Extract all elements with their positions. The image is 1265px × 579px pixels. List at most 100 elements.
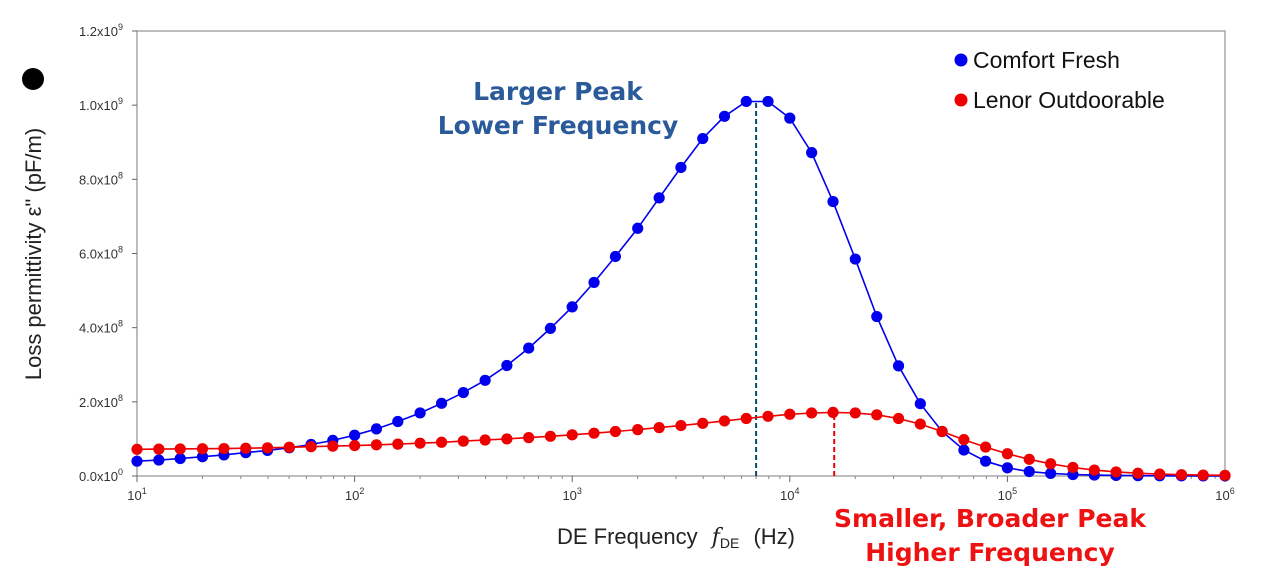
data-point: [392, 438, 404, 450]
x-axis-subscript: DE: [720, 535, 739, 551]
legend-marker: [954, 93, 968, 107]
peak-markers: [755, 101, 836, 476]
data-point: [523, 342, 535, 354]
data-point: [457, 435, 469, 447]
data-point: [414, 437, 426, 449]
data-point: [1045, 458, 1057, 470]
data-point: [523, 432, 535, 444]
data-point: [914, 418, 926, 430]
data-point: [806, 147, 818, 159]
data-series: [131, 95, 1231, 482]
data-point: [1023, 453, 1035, 465]
data-point: [131, 455, 143, 467]
series-line: [136, 100, 1225, 477]
data-point: [632, 222, 644, 234]
y-tick-label: 1.0x109: [79, 96, 123, 113]
annotation-peak-blue: Larger Peak: [473, 77, 644, 106]
legend-marker: [954, 53, 968, 67]
data-point: [1175, 469, 1188, 481]
data-point: [283, 441, 295, 453]
data-point: [1197, 469, 1209, 481]
data-point: [675, 161, 687, 174]
annotation-peak-red: Higher Frequency: [865, 538, 1115, 567]
y-tick-label: 2.0x108: [79, 393, 123, 410]
data-point: [892, 360, 905, 372]
data-point: [980, 441, 992, 453]
data-point: [697, 132, 709, 145]
x-tick-label: 101: [127, 486, 146, 503]
data-point: [1132, 467, 1144, 479]
x-tick-label: 103: [562, 486, 581, 503]
data-point: [479, 434, 491, 446]
data-point: [1067, 461, 1079, 474]
data-point: [327, 440, 339, 452]
data-point: [609, 425, 622, 438]
data-point: [849, 407, 861, 419]
data-point: [675, 419, 687, 432]
x-tick-label: 106: [1215, 486, 1234, 503]
data-point: [566, 429, 578, 441]
data-point: [827, 406, 839, 419]
data-point: [457, 386, 469, 399]
annotation-peak-blue: Lower Frequency: [438, 111, 679, 140]
data-point: [784, 408, 796, 420]
data-point: [827, 195, 839, 208]
x-tick-label: 105: [998, 486, 1017, 503]
data-point: [414, 407, 426, 419]
y-axis-title: Loss permittivity ε" (pF/m): [21, 128, 46, 380]
data-point: [392, 415, 404, 428]
annotations: Larger Peak Lower Frequency Smaller, Broad…: [438, 77, 1148, 567]
data-point: [1088, 464, 1100, 476]
axis-ticks: 101 102 103 104 105 106 0.0x100 2.0x108 4.0x108 6…: [79, 22, 1235, 503]
data-point: [958, 434, 970, 446]
data-point: [153, 443, 165, 455]
y-tick-label: 1.2x109: [79, 22, 123, 39]
x-tick-label: 102: [345, 486, 364, 503]
y-tick-label: 8.0x108: [79, 170, 123, 187]
data-point: [435, 397, 448, 409]
data-point: [501, 433, 513, 445]
data-point: [1045, 467, 1057, 480]
data-point: [1154, 468, 1166, 480]
y-tick-label: 4.0x108: [79, 319, 123, 336]
data-point: [261, 442, 274, 454]
data-point: [349, 439, 361, 452]
y-tick-label: 0.0x100: [79, 467, 123, 484]
data-point: [784, 112, 796, 124]
data-point: [762, 410, 774, 422]
x-axis-title: DE Frequency fDE (Hz): [557, 524, 795, 553]
data-point: [566, 301, 578, 313]
data-point: [196, 451, 209, 463]
legend: Comfort Fresh Lenor Outdoorable: [954, 47, 1165, 113]
data-point: [762, 95, 774, 108]
data-point: [305, 441, 317, 453]
data-point: [632, 424, 644, 436]
data-point: [609, 250, 622, 263]
data-point: [718, 110, 731, 122]
annotation-peak-red: Smaller, Broader Peak: [834, 504, 1147, 533]
x-axis-label: DE Frequency: [557, 524, 698, 549]
data-point: [653, 192, 665, 204]
data-point: [370, 423, 383, 435]
data-point: [240, 442, 252, 454]
data-point: [479, 374, 491, 386]
data-point: [936, 425, 948, 438]
data-point: [174, 452, 186, 465]
data-point: [218, 442, 230, 455]
data-point: [980, 455, 992, 467]
data-point: [806, 407, 818, 419]
data-point: [1110, 466, 1122, 478]
data-point: [914, 398, 926, 410]
data-point: [697, 417, 709, 429]
data-point: [349, 429, 361, 441]
data-point: [153, 454, 165, 466]
x-axis-unit: (Hz): [753, 524, 795, 549]
data-point: [174, 443, 186, 455]
legend-label: Comfort Fresh: [973, 47, 1120, 73]
data-point: [370, 439, 383, 451]
data-point: [435, 436, 448, 448]
data-point: [892, 412, 905, 425]
data-point: [1001, 448, 1014, 460]
data-point: [131, 443, 143, 455]
